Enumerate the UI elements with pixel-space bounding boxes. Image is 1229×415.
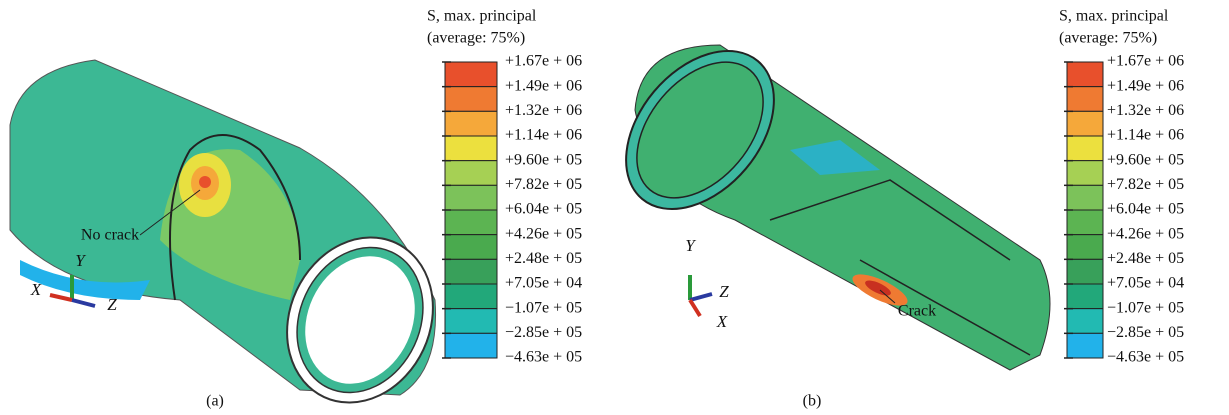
- figure: No crack X Y Z (a) Crack Z Y X (b) S, ma…: [0, 0, 1229, 415]
- legend-label: +6.04e + 05: [1107, 201, 1184, 218]
- legend-label: +1.32e + 06: [505, 102, 582, 119]
- legend-swatch: [1067, 309, 1103, 334]
- legend-swatch: [445, 136, 497, 161]
- legend-swatch: [1067, 284, 1103, 309]
- legend-swatch: [1067, 111, 1103, 136]
- axis-label: Y: [75, 251, 86, 270]
- axis-label: Z: [107, 295, 117, 314]
- legend-swatch: [445, 210, 497, 235]
- legend-swatch: [1067, 259, 1103, 284]
- legend-title: S, max. principal: [427, 8, 537, 25]
- axis-label: Z: [719, 282, 729, 301]
- legend-swatch: [1067, 210, 1103, 235]
- axis-label: X: [30, 280, 42, 299]
- legend-label: +7.05e + 04: [1107, 275, 1184, 292]
- render-b: [596, 22, 1050, 370]
- legend-label: +7.82e + 05: [505, 176, 582, 193]
- legend-title: (average: 75%): [1059, 30, 1157, 47]
- legend-label: +9.60e + 05: [505, 151, 582, 168]
- legend-swatch: [1067, 235, 1103, 260]
- legend-swatch: [1067, 161, 1103, 186]
- legend-label: −4.63e + 05: [505, 349, 582, 366]
- legend-label: +2.48e + 05: [1107, 250, 1184, 267]
- legend-label: +1.14e + 06: [1107, 127, 1184, 144]
- legend-label: −4.63e + 05: [1107, 349, 1184, 366]
- annotation: No crack: [81, 227, 139, 244]
- legend-swatch: [1067, 136, 1103, 161]
- legend-label: +1.49e + 06: [505, 77, 582, 94]
- legend-swatch: [445, 161, 497, 186]
- caption: (b): [803, 393, 822, 410]
- legend-label: +4.26e + 05: [1107, 225, 1184, 242]
- legend-title: S, max. principal: [1059, 8, 1169, 25]
- legend-label: −2.85e + 05: [505, 324, 582, 341]
- legend-swatch: [1067, 185, 1103, 210]
- legend-swatch: [445, 284, 497, 309]
- legend-label: +9.60e + 05: [1107, 151, 1184, 168]
- legend-label: +1.14e + 06: [505, 127, 582, 144]
- legend-swatch: [1067, 87, 1103, 112]
- legend-swatch: [445, 309, 497, 334]
- legend-label: +6.04e + 05: [505, 201, 582, 218]
- legend-swatch: [445, 259, 497, 284]
- legend-swatch: [1067, 333, 1103, 358]
- legend-swatch: [445, 333, 497, 358]
- legend-swatch: [445, 111, 497, 136]
- legend-label: +7.05e + 04: [505, 275, 582, 292]
- legend-swatch: [445, 185, 497, 210]
- axis-label: Y: [685, 236, 696, 255]
- legend-title: (average: 75%): [427, 30, 525, 47]
- legend-label: −2.85e + 05: [1107, 324, 1184, 341]
- legend-swatch: [445, 62, 497, 87]
- render-a: [10, 60, 459, 415]
- legend-label: −1.07e + 05: [505, 299, 582, 316]
- legend-label: +1.32e + 06: [1107, 102, 1184, 119]
- legend-label: +1.49e + 06: [1107, 77, 1184, 94]
- legend-label: +7.82e + 05: [1107, 176, 1184, 193]
- legend-label: +1.67e + 06: [1107, 53, 1184, 70]
- legend-label: +1.67e + 06: [505, 53, 582, 70]
- legend-label: +4.26e + 05: [505, 225, 582, 242]
- axis-label: X: [716, 312, 728, 331]
- caption: (a): [206, 393, 224, 410]
- annotation: Crack: [898, 303, 936, 320]
- legend-label: −1.07e + 05: [1107, 299, 1184, 316]
- legend-swatch: [445, 235, 497, 260]
- legend-swatch: [1067, 62, 1103, 87]
- legend-label: +2.48e + 05: [505, 250, 582, 267]
- legend-swatch: [445, 87, 497, 112]
